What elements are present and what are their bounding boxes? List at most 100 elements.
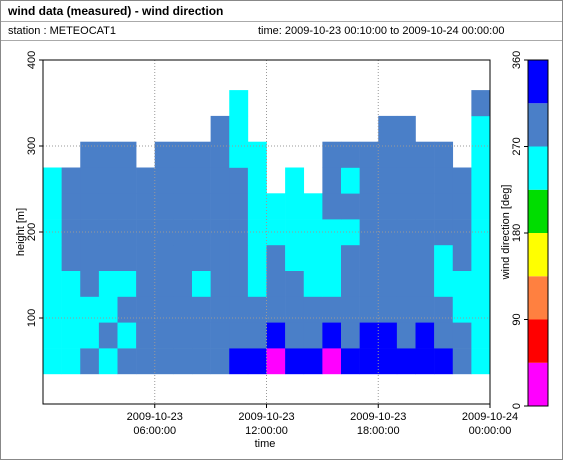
station: station : METEOCAT1	[8, 25, 116, 37]
heatmap-cell	[396, 348, 416, 375]
heatmap-cell	[415, 244, 435, 271]
heatmap-cell	[117, 270, 137, 297]
heatmap-cell	[341, 167, 360, 194]
heatmap-cell	[154, 296, 174, 323]
heatmap-cell	[452, 348, 472, 375]
heatmap-cell	[192, 219, 211, 246]
heatmap-cell	[247, 167, 267, 194]
plot-frame	[42, 59, 491, 405]
heatmap-cell	[154, 219, 174, 246]
heatmap-cell	[173, 244, 193, 271]
heatmap-cell	[210, 193, 230, 220]
heatmap-cell	[434, 296, 454, 323]
heatmap-cell	[434, 141, 454, 168]
heatmap-cell	[43, 244, 62, 271]
heatmap-cell	[266, 219, 286, 246]
heatmap-cell	[378, 219, 398, 246]
heatmap-cell	[452, 270, 472, 297]
heatmap-cell	[98, 219, 118, 246]
heatmap-cell	[229, 244, 249, 271]
heatmap-cell	[266, 270, 286, 297]
heatmap-cell	[359, 270, 379, 297]
heatmap-cell	[154, 193, 174, 220]
heatmap-cell	[136, 167, 156, 194]
heatmap-cell	[192, 167, 211, 194]
heatmap-cell	[154, 244, 174, 271]
heatmap-cell	[471, 141, 491, 168]
colorbar-swatch	[528, 189, 548, 233]
heatmap-cell	[43, 348, 62, 375]
colorbar-swatch	[528, 319, 548, 363]
heatmap-cell	[229, 270, 249, 297]
heatmap-cell	[359, 322, 379, 349]
heatmap-cell	[117, 167, 137, 194]
y-axis-label: height [m]	[15, 208, 27, 256]
y-tick-label: 200	[26, 223, 38, 241]
heatmap-cell	[98, 193, 118, 220]
heatmap-cell	[61, 322, 81, 349]
heatmap-cell	[303, 244, 323, 271]
heatmap-cell	[154, 348, 174, 375]
heatmap-cell	[247, 219, 267, 246]
heatmap-cell	[210, 296, 230, 323]
heatmap-cell	[80, 296, 100, 323]
heatmap-cell	[173, 322, 193, 349]
heatmap-cell	[173, 167, 193, 194]
heatmap-cell	[154, 270, 174, 297]
heatmap-cell	[378, 348, 398, 375]
heatmap-cell	[266, 244, 286, 271]
y-tick-label: 100	[26, 309, 38, 327]
heatmap-cell	[452, 193, 472, 220]
heatmap-cell	[98, 244, 118, 271]
heatmap-cell	[247, 193, 267, 220]
heatmap-cell	[452, 167, 472, 194]
heatmap-cell	[154, 141, 174, 168]
x-tick-label: 2009-10-23 06:00:00	[127, 411, 183, 437]
heatmap-cell	[43, 193, 62, 220]
heatmap-cell	[396, 193, 416, 220]
heatmap-cell	[396, 322, 416, 349]
x-tick-label: 2009-10-23 18:00:00	[350, 411, 406, 437]
heatmap-cell	[229, 322, 249, 349]
heatmap-cell	[229, 193, 249, 220]
heatmap-cell	[210, 244, 230, 271]
colorbar-tick-label: 360	[511, 51, 523, 69]
heatmap-cell	[322, 244, 342, 271]
heatmap-cell	[80, 244, 100, 271]
heatmap-cell	[471, 219, 491, 246]
heatmap-cell	[322, 348, 342, 375]
heatmap-cell	[471, 90, 491, 117]
heatmap-cell	[396, 115, 416, 142]
colorbar-tick-label: 90	[511, 313, 523, 325]
heatmap-cell	[266, 296, 286, 323]
heatmap-cell	[173, 141, 193, 168]
colorbar-label: wind direction [deg]	[500, 185, 512, 281]
heatmap-cell	[117, 322, 137, 349]
heatmap-cell	[80, 193, 100, 220]
heatmap-cell	[471, 296, 491, 323]
heatmap-cell	[285, 348, 305, 375]
heatmap-cell	[43, 167, 62, 194]
heatmap-cell	[192, 322, 211, 349]
heatmap-cell	[192, 270, 211, 297]
heatmap-cell	[43, 296, 62, 323]
heatmap-cell	[247, 322, 267, 349]
heatmap-cell	[471, 167, 491, 194]
heatmap-cell	[247, 296, 267, 323]
heatmap-cell	[136, 270, 156, 297]
heatmap-cell	[285, 219, 305, 246]
heatmap-cell	[341, 141, 360, 168]
heatmap-cell	[378, 141, 398, 168]
y-tick-label: 300	[26, 137, 38, 155]
heatmap-cell	[341, 348, 360, 375]
heatmap-cell	[98, 296, 118, 323]
heatmap-cell	[322, 167, 342, 194]
heatmap-cell	[471, 115, 491, 142]
colorbar-swatch	[528, 276, 548, 320]
heatmap-cell	[117, 244, 137, 271]
heatmap-cell	[303, 193, 323, 220]
heatmap-cell	[434, 219, 454, 246]
x-tick-label: 2009-10-24 00:00:00	[462, 411, 518, 437]
heatmap-cell	[434, 348, 454, 375]
heatmap-cell	[80, 167, 100, 194]
